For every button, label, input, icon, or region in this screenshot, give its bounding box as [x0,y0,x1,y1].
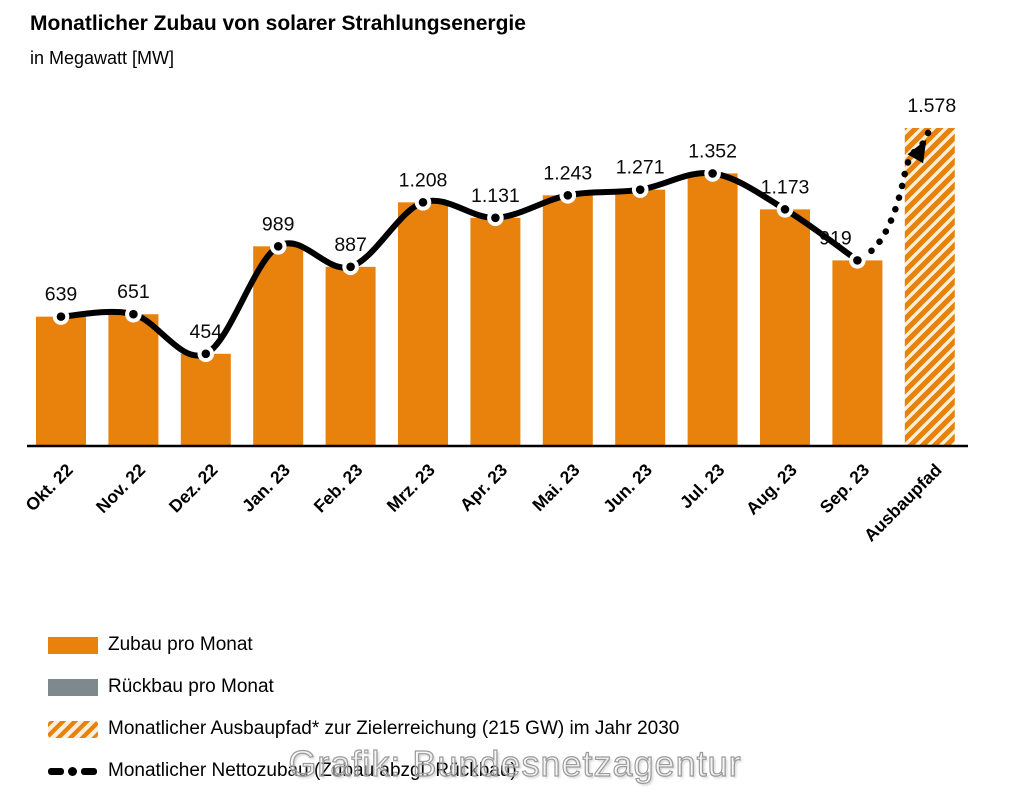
page-subtitle: in Megawatt [MW] [30,48,175,68]
bar-Sep. 23 [832,260,883,445]
marker-dot-Nov. 22 [129,309,138,319]
x-axis-label-Ausbaupfad: Ausbaupfad [860,460,946,546]
x-axis-label-Aug. 23: Aug. 23 [742,460,801,519]
value-label-Sep. 23: 919 [819,227,852,249]
value-label-Aug. 23: 1.173 [761,176,810,198]
bar-Feb. 23 [325,266,376,445]
legend-item-zubau: Zubau pro Monat [48,624,679,666]
legend-label-rueckbau: Rückbau pro Monat [108,676,274,697]
x-axis-label-Dez. 22: Dez. 22 [165,459,222,516]
bar-Jun. 23 [615,189,666,445]
value-label-Apr. 23: 1.131 [471,185,520,207]
netto-line-group [52,122,934,363]
x-axis-label-Sep. 23: Sep. 23 [816,460,874,518]
x-axis-label-Jun. 23: Jun. 23 [599,460,656,517]
value-label-Jun. 23: 1.271 [616,157,665,179]
value-labels-group: 639 651 454 989 887 1.208 1.131 1.243 1.271 1.352… [45,95,956,343]
legend-item-ausbaupfad: Monatlicher Ausbaupfad* zur Zielerreichu… [48,708,679,750]
value-label-Nov. 22: 651 [117,281,150,303]
category-labels-group: Okt. 22 Nov. 22 Dez. 22 Jan. 23 Feb. 23 Mrz. … [21,459,945,545]
value-label-Jan. 23: 989 [262,213,295,235]
marker-dot-Mai. 23 [563,190,573,200]
x-axis-label-Apr. 23: Apr. 23 [456,460,512,516]
value-label-Ausbaupfad: 1.578 [907,95,956,117]
bar-line-chart-canvas: 639 651 454 989 887 1.208 1.131 1.243 1.271 1.352… [21,95,968,545]
marker-dot-Aug. 23 [780,205,790,214]
zubau-swatch-icon [48,636,98,654]
legend: Zubau pro Monat Rückbau pro Monat Monatl… [48,624,679,792]
bars-group [36,128,955,445]
bar-Okt. 22 [36,316,86,445]
bar-Ausbaupfad [904,128,955,445]
marker-dot-Sep. 23 [853,256,862,265]
x-axis-label-Okt. 22: Okt. 22 [21,460,77,516]
x-axis-label-Feb. 23: Feb. 23 [310,460,367,517]
legend-label-ausbaupfad: Monatlicher Ausbaupfad* zur Zielerreichu… [108,718,680,739]
bar-Dez. 22 [180,353,231,445]
value-label-Okt. 22: 639 [45,284,78,306]
x-axis-label-Jan. 23: Jan. 23 [238,460,294,516]
legend-label-zubau: Zubau pro Monat [108,634,253,655]
value-label-Mrz. 23: 1.208 [399,169,448,191]
x-axis-label-Jul. 23: Jul. 23 [676,460,729,513]
value-label-Jul. 23: 1.352 [688,140,737,162]
bar-Jul. 23 [687,173,738,445]
dash-icon [81,767,97,775]
dot-icon [68,766,77,776]
marker-dot-Okt. 22 [56,312,66,321]
page-title: Monatlicher Zubau von solarer Strahlungs… [30,12,526,35]
marker-dot-Jul. 23 [708,169,717,178]
marker-dot-Jun. 23 [635,185,645,194]
marker-dot-Apr. 23 [491,213,500,223]
legend-item-nettozubau: Monatlicher Nettozubau (Zubau abzgl. Rüc… [48,750,679,792]
marker-dot-Jan. 23 [273,242,283,251]
bar-Nov. 22 [108,314,159,445]
marker-dot-Dez. 22 [201,349,211,359]
bar-Aug. 23 [760,209,810,445]
netto-line [58,169,861,359]
marker-dot-Feb. 23 [346,262,355,272]
value-label-Feb. 23: 887 [334,234,367,256]
marker-dot-Mrz. 23 [418,198,428,207]
x-axis-label-Nov. 22: Nov. 22 [92,459,149,516]
bar-Mai. 23 [542,195,593,445]
legend-item-rueckbau: Rückbau pro Monat [48,666,679,708]
ausbaupfad-swatch-icon [48,720,98,738]
rueckbau-swatch-icon [48,678,98,696]
bar-Jan. 23 [253,246,304,445]
x-axis-label-Mrz. 23: Mrz. 23 [383,459,439,515]
bar-Apr. 23 [470,217,521,445]
value-label-Mai. 23: 1.243 [543,162,592,184]
dash-icon [48,767,64,775]
x-axis-label-Mai. 23: Mai. 23 [528,460,584,516]
legend-label-nettozubau: Monatlicher Nettozubau (Zubau abzgl. Rüc… [108,760,517,781]
nettozubau-line-swatch-icon [48,763,98,780]
arrowhead-icon [907,139,927,164]
bar-Mrz. 23 [398,202,448,445]
value-label-Dez. 22: 454 [190,321,223,343]
